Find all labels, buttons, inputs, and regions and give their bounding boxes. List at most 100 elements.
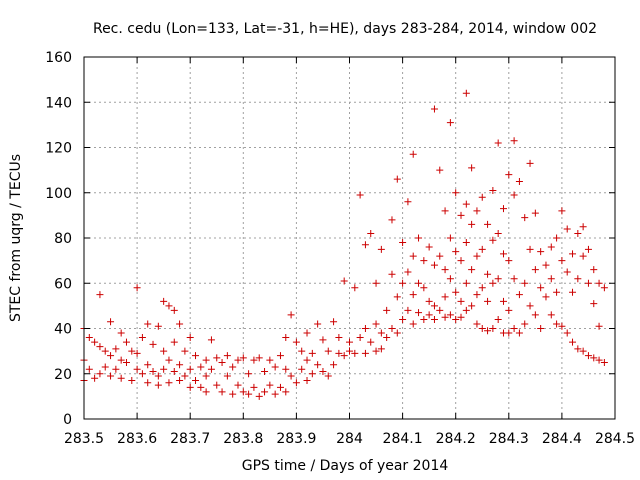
data-point bbox=[558, 207, 566, 215]
data-point bbox=[537, 248, 545, 256]
data-point bbox=[462, 200, 470, 208]
data-point bbox=[101, 363, 109, 371]
data-point bbox=[505, 171, 513, 179]
data-point bbox=[149, 367, 157, 375]
data-point bbox=[192, 377, 200, 385]
x-tick-label: 284.1 bbox=[383, 431, 423, 447]
data-point bbox=[595, 322, 603, 330]
data-point bbox=[494, 315, 502, 323]
data-point bbox=[574, 229, 582, 237]
data-point bbox=[590, 354, 598, 362]
data-point bbox=[298, 347, 306, 355]
data-point bbox=[542, 261, 550, 269]
data-point bbox=[319, 336, 327, 344]
data-point bbox=[192, 352, 200, 360]
data-point bbox=[261, 388, 269, 396]
data-point bbox=[154, 381, 162, 389]
data-point bbox=[133, 349, 141, 357]
y-tick-label: 60 bbox=[54, 276, 72, 292]
data-point bbox=[223, 352, 231, 360]
data-point bbox=[430, 105, 438, 113]
data-point bbox=[499, 250, 507, 258]
data-point bbox=[484, 327, 492, 335]
data-point bbox=[489, 325, 497, 332]
data-point bbox=[138, 370, 146, 378]
data-point bbox=[415, 234, 423, 242]
y-tick-label: 140 bbox=[45, 95, 72, 111]
x-axis-label: GPS time / Days of year 2014 bbox=[242, 458, 449, 474]
data-point bbox=[335, 334, 343, 342]
data-point bbox=[229, 363, 237, 371]
x-tick-label: 284.5 bbox=[595, 431, 635, 447]
data-point bbox=[473, 207, 481, 215]
data-point bbox=[446, 311, 454, 319]
data-point bbox=[101, 347, 109, 355]
data-point bbox=[441, 266, 449, 274]
data-point bbox=[96, 370, 104, 378]
data-point bbox=[388, 216, 396, 224]
data-point bbox=[537, 325, 545, 332]
data-point bbox=[537, 284, 545, 292]
data-point bbox=[415, 279, 423, 287]
data-point bbox=[361, 349, 369, 357]
data-point bbox=[510, 137, 518, 145]
data-point bbox=[250, 356, 258, 364]
data-point bbox=[584, 352, 592, 360]
data-point bbox=[202, 372, 210, 380]
data-point bbox=[415, 309, 423, 317]
data-point bbox=[138, 334, 146, 342]
y-tick-label: 40 bbox=[54, 322, 72, 338]
data-point bbox=[515, 291, 523, 299]
x-tick-label: 284 bbox=[336, 431, 363, 447]
data-point bbox=[340, 277, 348, 285]
data-point bbox=[122, 358, 130, 366]
data-point bbox=[181, 347, 189, 355]
data-point bbox=[85, 334, 93, 342]
data-point bbox=[468, 302, 476, 310]
data-point bbox=[107, 352, 115, 360]
data-point bbox=[308, 349, 316, 357]
chart-title: Rec. cedu (Lon=133, Lat=-31, h=HE), days… bbox=[93, 21, 597, 37]
data-point bbox=[409, 252, 417, 260]
data-point bbox=[218, 358, 226, 366]
data-point bbox=[452, 189, 460, 197]
data-point bbox=[351, 284, 359, 292]
data-point bbox=[399, 239, 407, 247]
data-point bbox=[420, 315, 428, 323]
data-point bbox=[494, 229, 502, 237]
data-point bbox=[563, 225, 571, 233]
data-point bbox=[91, 338, 99, 346]
data-point bbox=[213, 354, 221, 362]
data-point bbox=[574, 345, 582, 353]
data-point bbox=[245, 390, 253, 398]
data-point bbox=[314, 361, 322, 369]
data-point bbox=[505, 257, 513, 265]
data-point bbox=[547, 275, 555, 283]
data-point bbox=[457, 297, 465, 305]
data-point bbox=[96, 291, 104, 299]
data-point bbox=[261, 367, 269, 375]
data-point bbox=[462, 89, 470, 97]
data-point bbox=[96, 343, 104, 351]
data-point bbox=[494, 275, 502, 283]
data-point bbox=[404, 268, 412, 276]
data-point bbox=[160, 365, 168, 373]
data-point bbox=[107, 318, 115, 326]
data-point bbox=[122, 338, 130, 346]
data-point bbox=[176, 320, 184, 328]
x-tick-label: 284.3 bbox=[489, 431, 529, 447]
data-point bbox=[107, 372, 115, 380]
data-point bbox=[569, 250, 577, 258]
data-point bbox=[181, 372, 189, 380]
data-point bbox=[207, 336, 215, 344]
data-point bbox=[478, 193, 486, 201]
data-points bbox=[80, 89, 608, 400]
data-point bbox=[133, 284, 141, 292]
data-point bbox=[234, 381, 242, 389]
data-point bbox=[505, 329, 513, 337]
data-point bbox=[287, 372, 295, 380]
data-point bbox=[553, 320, 561, 328]
axis-ticks bbox=[83, 56, 616, 420]
data-point bbox=[319, 367, 327, 375]
x-tick-label: 283.7 bbox=[170, 431, 210, 447]
